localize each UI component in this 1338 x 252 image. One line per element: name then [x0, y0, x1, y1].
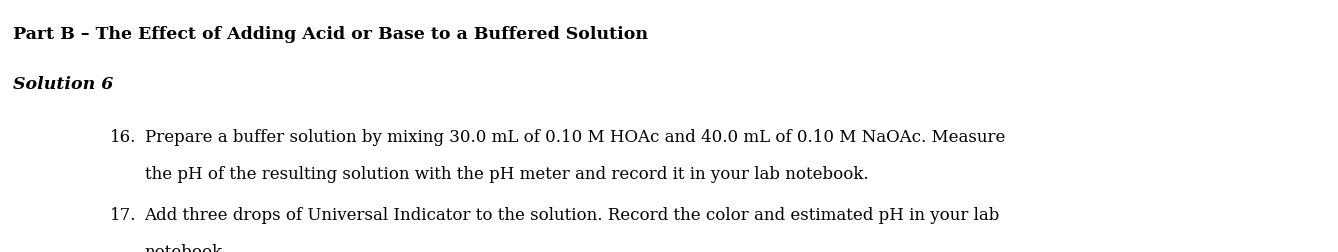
Text: the pH of the resulting solution with the pH meter and record it in your lab not: the pH of the resulting solution with th… — [145, 166, 868, 183]
Text: notebook.: notebook. — [145, 244, 227, 252]
Text: 16.: 16. — [110, 129, 136, 145]
Text: Add three drops of Universal Indicator to the solution. Record the color and est: Add three drops of Universal Indicator t… — [145, 207, 999, 224]
Text: Prepare a buffer solution by mixing 30.0 mL of 0.10 M HOAc and 40.0 mL of 0.10 M: Prepare a buffer solution by mixing 30.0… — [145, 129, 1005, 145]
Text: Part B – The Effect of Adding Acid or Base to a Buffered Solution: Part B – The Effect of Adding Acid or Ba… — [13, 26, 649, 43]
Text: Solution 6: Solution 6 — [13, 76, 114, 92]
Text: 17.: 17. — [110, 207, 136, 224]
